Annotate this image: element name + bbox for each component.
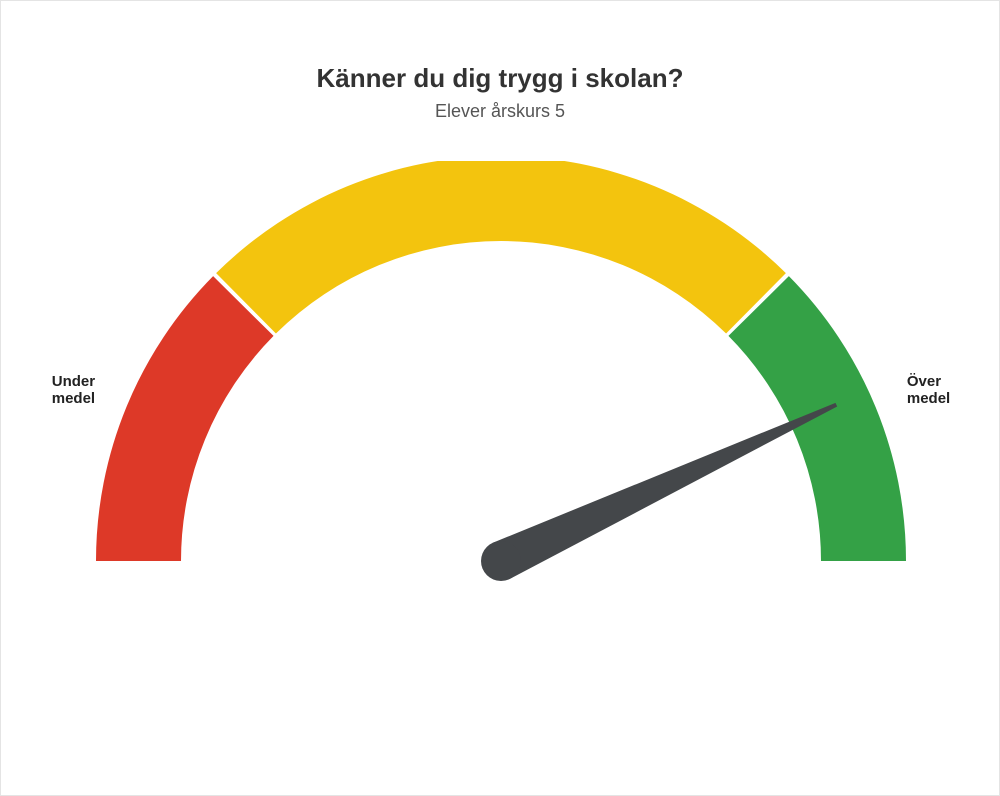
gauge-segment-2 xyxy=(728,276,906,561)
chart-subtitle: Elever årskurs 5 xyxy=(1,101,999,122)
gauge-label-2-line0: Över xyxy=(907,373,941,390)
gauge-chart: UndermedelMedelÖvermedel xyxy=(1,161,1000,781)
needle-hub xyxy=(481,541,521,581)
chart-frame: Känner du dig trygg i skolan? Elever års… xyxy=(0,0,1000,796)
gauge-label-0-line0: Under xyxy=(52,373,96,390)
gauge-segment-0 xyxy=(96,276,274,561)
gauge-container: UndermedelMedelÖvermedel xyxy=(1,161,999,755)
gauge-label-2-line1: medel xyxy=(907,390,950,407)
chart-title: Känner du dig trygg i skolan? xyxy=(1,63,999,94)
gauge-segment-1 xyxy=(216,161,786,334)
gauge-label-0-line1: medel xyxy=(52,390,95,407)
needle xyxy=(493,403,838,579)
